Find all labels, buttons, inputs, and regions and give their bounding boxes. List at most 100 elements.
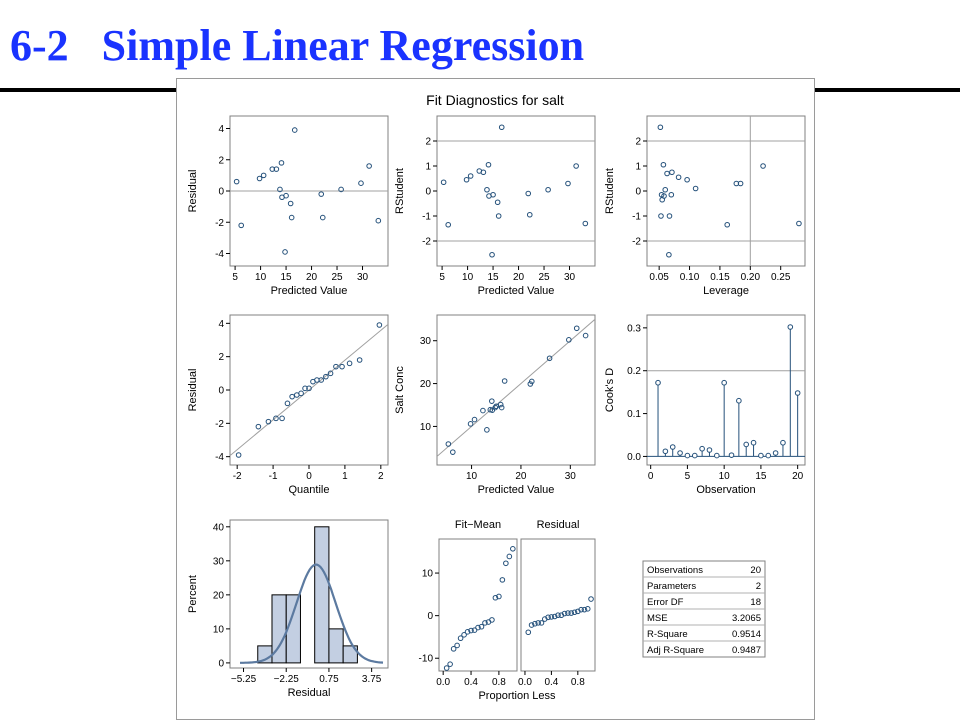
normal-curve: [240, 563, 384, 664]
plot-residual_histogram: −5.25 −2.25 0.75 3.75 0 10 20 30 40 Residual Perce…: [187, 519, 389, 699]
y-tick-label: 30: [420, 336, 432, 347]
data-point: [339, 363, 345, 370]
plot-observed_vs_pred: 10 20 30 10 20 30 Predicted Value Salt Conc: [394, 314, 596, 496]
data-point: [273, 166, 280, 172]
y-axis-label: RStudent: [394, 168, 406, 214]
y-tick-label: 10: [422, 569, 434, 580]
y-tick-label: -2: [632, 237, 641, 248]
x-tick-label: 15: [488, 272, 500, 283]
data-point: [526, 211, 533, 218]
data-point: [737, 180, 744, 187]
data-point: [495, 213, 502, 219]
y-axis-label: Percent: [187, 575, 199, 613]
x-tick-label: 20: [513, 272, 525, 283]
x-tick-label: 30: [565, 471, 577, 482]
needle-point: [706, 447, 713, 453]
data-point: [269, 166, 276, 172]
y-tick-label: 20: [420, 379, 432, 390]
x-tick-label: 0.05: [649, 272, 669, 283]
data-point: [573, 325, 580, 332]
needle-point: [758, 452, 764, 459]
x-tick-label: 0: [306, 471, 312, 482]
table-row-value: 20: [750, 565, 761, 576]
data-point: [356, 357, 363, 363]
y-tick-label: 2: [635, 137, 641, 148]
data-point: [457, 635, 464, 642]
y-tick-label: 2: [218, 352, 224, 363]
x-tick-label: 30: [357, 272, 369, 283]
y-tick-label: 30: [213, 556, 225, 567]
y-tick-label: -1: [632, 212, 641, 223]
x-tick-label: 10: [719, 471, 731, 482]
data-point: [489, 398, 495, 404]
data-point: [464, 629, 471, 635]
data-point: [666, 251, 672, 258]
plot-resid_vs_pred: 5 10 15 20 25 30 -4 -2 0 2 4 Predicted Value Residua…: [187, 115, 389, 297]
x-axis-label: Observation: [696, 484, 755, 496]
data-point: [660, 161, 667, 168]
panel-title-fit-mean: Fit−Mean: [455, 519, 501, 531]
data-point: [501, 378, 508, 384]
plot-frame: [646, 314, 806, 466]
needle-point: [699, 445, 705, 452]
x-tick-label: 15: [281, 272, 293, 283]
data-point: [551, 613, 558, 620]
x-tick-label: 5: [685, 471, 691, 482]
data-point: [545, 186, 551, 193]
table-row-label: MSE: [647, 613, 668, 624]
panel-title-residual: Residual: [537, 519, 580, 531]
y-tick-label: -2: [422, 237, 431, 248]
plot-fit_mean: 0.0 0.4 0.8 -10 0 10 Fit−Mean Proportion Less: [419, 519, 556, 702]
y-tick-label: 0.1: [627, 409, 641, 420]
y-tick-label: 4: [218, 124, 224, 135]
x-axis-label: Predicted Value: [478, 484, 555, 496]
data-point: [233, 178, 240, 185]
data-point: [468, 627, 474, 634]
data-point: [445, 221, 452, 228]
data-point: [318, 377, 325, 383]
x-tick-label: 3.75: [362, 674, 382, 685]
data-point: [471, 416, 478, 423]
y-tick-label: -4: [215, 249, 224, 260]
data-point: [565, 180, 571, 187]
needle-point: [787, 324, 794, 330]
data-point: [463, 176, 470, 183]
data-point: [498, 404, 505, 411]
table-row-value: 2: [756, 581, 761, 592]
data-point: [675, 174, 682, 181]
data-point: [561, 610, 568, 617]
data-point: [588, 596, 594, 602]
data-point: [664, 170, 670, 177]
table-row-value: 0.9487: [732, 645, 761, 656]
title-rule-right: [815, 88, 960, 92]
y-tick-label: 0: [218, 658, 224, 669]
histogram-bar: [285, 594, 301, 664]
data-point: [475, 624, 481, 631]
y-axis-label: Residual: [187, 170, 199, 213]
needle-point: [794, 390, 801, 396]
data-point: [548, 614, 555, 620]
y-tick-label: 0: [427, 611, 433, 622]
data-point: [318, 191, 325, 197]
x-tick-label: 0.8: [492, 677, 506, 688]
data-point: [283, 192, 289, 199]
y-axis-label: Cook's D: [604, 368, 616, 412]
x-tick-label: -1: [269, 471, 278, 482]
plot-rstudent_vs_leverage: 0.05 0.10 0.15 0.20 0.25 -2 -1 0 1 2 Leverage RStud…: [604, 115, 806, 297]
data-point: [450, 449, 456, 455]
data-point: [467, 421, 474, 427]
data-point: [555, 612, 561, 619]
data-point: [323, 373, 329, 380]
x-tick-label: 0.0: [518, 677, 532, 688]
x-tick-label: 0.75: [319, 674, 339, 685]
x-tick-label: −2.25: [274, 674, 300, 685]
table-row-label: Observations: [647, 565, 703, 576]
data-point: [503, 560, 509, 567]
data-point: [485, 161, 492, 168]
table-row-label: R-Square: [647, 629, 688, 640]
needle-point: [772, 450, 779, 456]
needle-point: [736, 397, 742, 404]
plot-frame: [646, 115, 806, 267]
y-tick-label: 0: [635, 187, 641, 198]
data-point: [467, 173, 474, 179]
